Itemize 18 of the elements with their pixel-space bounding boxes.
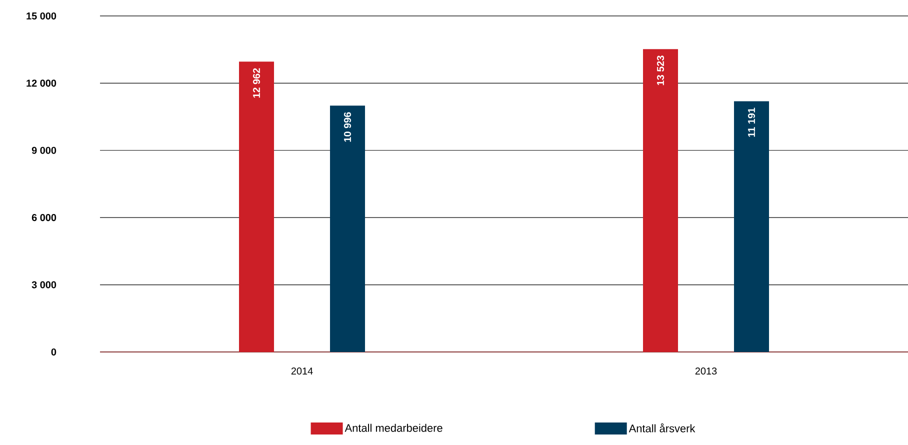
y-tick-label: 6 000 [32,214,56,222]
bar [643,49,678,352]
y-tick-label: 9 000 [32,146,56,154]
y-tick-label: 0 [51,348,56,356]
legend-label: Antall årsverk [628,423,696,432]
data-label: 10 996 [344,112,352,142]
data-label: 12 962 [252,68,260,98]
y-tick-label: 15 000 [26,12,56,20]
x-tick-label: 2014 [291,368,313,375]
data-label: 11 191 [748,108,756,137]
bar [330,106,366,352]
y-tick-label: 3 000 [32,281,56,288]
bar [734,101,770,352]
y-tick-label: 12 000 [26,80,56,87]
x-tick-label: 2013 [695,368,717,375]
legend-label: Antall medarbeidere [344,424,442,432]
data-label: 13 523 [656,56,664,86]
bar [239,62,274,352]
